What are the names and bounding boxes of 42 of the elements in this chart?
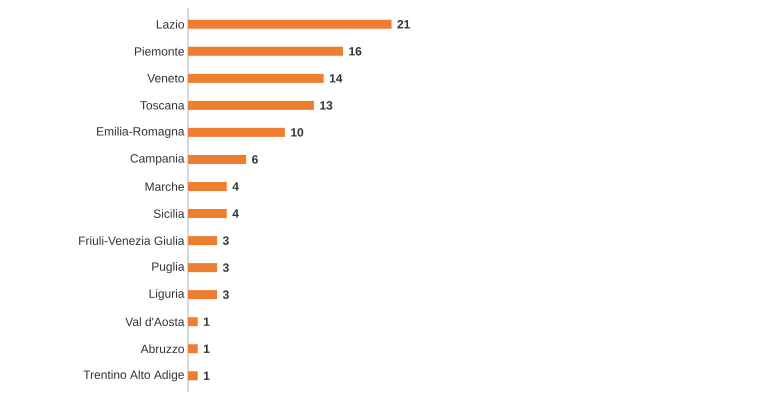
data-label: 1 xyxy=(204,372,210,380)
data-label: 1 xyxy=(204,318,210,326)
bar xyxy=(188,182,227,191)
data-label: 16 xyxy=(349,47,362,56)
bar xyxy=(188,344,198,354)
bar xyxy=(188,154,246,164)
y-tick-label: Liguria xyxy=(150,289,184,300)
data-label: 1 xyxy=(204,344,210,353)
data-label: 3 xyxy=(222,236,229,245)
bar xyxy=(188,74,324,83)
data-label: 6 xyxy=(252,155,258,164)
y-tick-label: Abruzzo xyxy=(140,344,184,354)
bar xyxy=(188,371,198,380)
bar xyxy=(188,236,218,246)
data-label: 4 xyxy=(232,182,239,191)
bar xyxy=(188,290,218,300)
data-label: 14 xyxy=(330,74,342,82)
y-tick-label: Lazio xyxy=(156,20,184,29)
y-tick-label: Emilia-Romagna xyxy=(97,126,184,138)
bar xyxy=(188,46,344,56)
y-tick-label: Veneto xyxy=(147,74,184,82)
data-label: 21 xyxy=(397,20,410,28)
y-tick-label: Piemonte xyxy=(134,46,184,56)
y-tick-label: Marche xyxy=(146,182,184,191)
y-tick-label: Campania xyxy=(130,154,184,166)
bar xyxy=(188,20,392,29)
bar xyxy=(188,100,314,110)
data-label: 3 xyxy=(222,263,229,272)
bar xyxy=(188,263,218,272)
y-tick-label: Trentino Alto Adige xyxy=(84,370,184,382)
y-tick-label: Toscana xyxy=(140,101,184,110)
data-label: 4 xyxy=(232,209,239,218)
y-tick-label: Val d'Aosta xyxy=(125,317,184,326)
bar xyxy=(188,317,198,326)
bar xyxy=(188,128,285,137)
data-label: 3 xyxy=(222,290,229,299)
y-tick-label: Puglia xyxy=(152,262,184,274)
bar xyxy=(188,209,227,218)
data-label: 13 xyxy=(320,101,332,110)
data-label: 10 xyxy=(291,128,304,137)
y-tick-label: Sicilia xyxy=(154,209,184,218)
y-tick-label: Friuli-Venezia Giulia xyxy=(79,236,184,245)
